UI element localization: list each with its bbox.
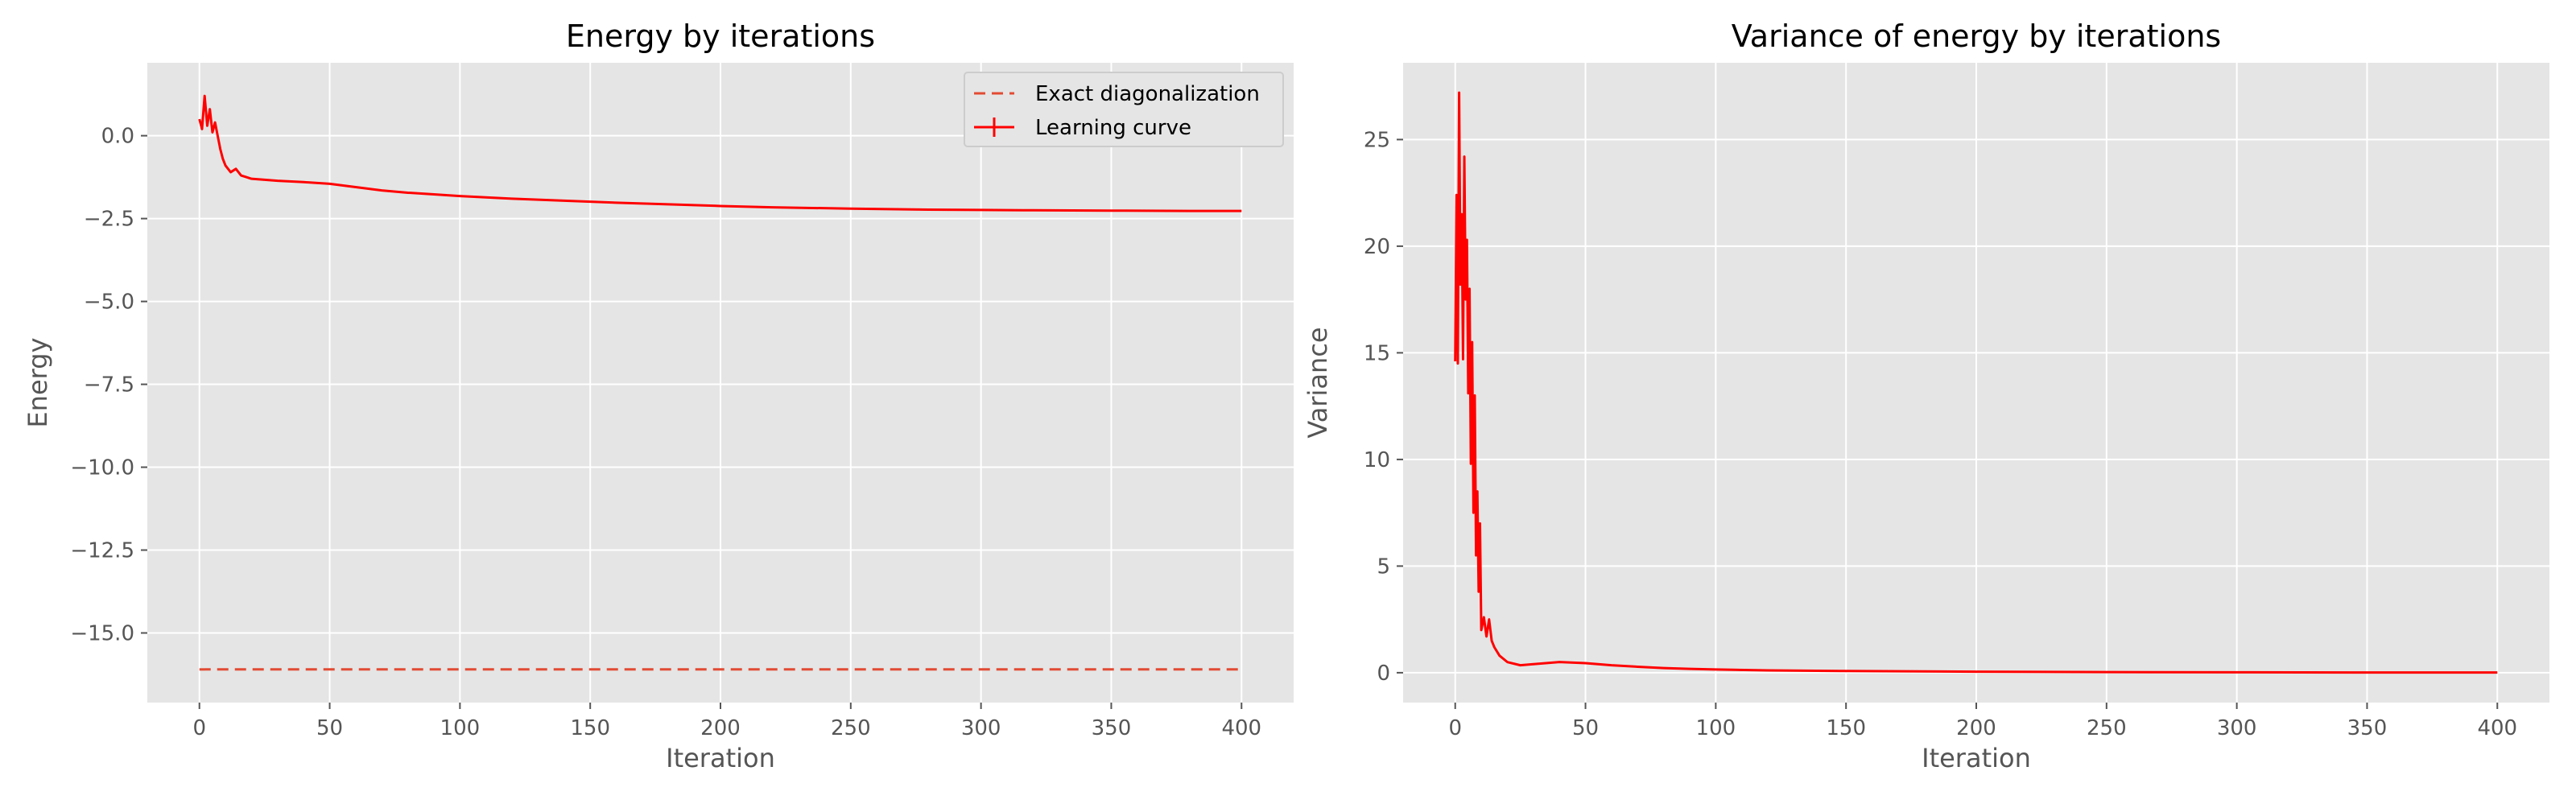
chart-title: Variance of energy by iterations: [1732, 19, 2221, 54]
y-tick-label: 0.0: [101, 125, 134, 149]
learning-curve-line: [198, 94, 1242, 212]
y-tick-label: 10: [1364, 448, 1390, 472]
chart-title: Energy by iterations: [566, 19, 875, 54]
x-axis-label: Iteration: [1922, 743, 2031, 773]
y-tick-label: 15: [1364, 341, 1390, 365]
x-tick-label: 350: [2347, 716, 2388, 740]
x-tick-label: 250: [831, 716, 871, 740]
x-tick-label: 50: [1572, 716, 1599, 740]
legend-box: [964, 72, 1284, 147]
x-tick-label: 150: [1826, 716, 1866, 740]
legend-label: Exact diagonalization: [1035, 82, 1260, 106]
x-tick-label: 300: [961, 716, 1001, 740]
x-tick-label: 200: [1956, 716, 1996, 740]
legend: Exact diagonalization Learning curve: [964, 72, 1284, 147]
variance-chart-panel: 0 50 100 150 200 250 300 350 400 0 5 10 15 20 25 Varian…: [1302, 19, 2549, 773]
x-tick-label: 100: [440, 716, 481, 740]
x-tick-label: 50: [316, 716, 343, 740]
x-tick-label: 400: [2477, 716, 2517, 740]
y-tick-label: −5.0: [84, 291, 134, 315]
y-axis-label: Energy: [23, 337, 53, 427]
x-tick-label: 300: [2217, 716, 2257, 740]
x-tick-label: 0: [192, 716, 206, 740]
y-tick-label: −7.5: [84, 373, 134, 398]
x-tick-label: 400: [1221, 716, 1261, 740]
y-tick-label: 25: [1364, 128, 1390, 152]
y-tick-label: −2.5: [84, 208, 134, 232]
y-tick-label: 5: [1377, 554, 1390, 579]
x-tick-label: 150: [570, 716, 610, 740]
y-tick-label: −12.5: [70, 539, 134, 563]
variance-line: [1454, 91, 2498, 674]
x-axis-label: Iteration: [666, 743, 775, 773]
y-tick-label: 0: [1377, 662, 1390, 686]
y-axis-label: Variance: [1302, 327, 1333, 438]
x-tick-label: 200: [700, 716, 741, 740]
energy-chart-panel: 0 50 100 150 200 250 300 350 400 0.0 −2.5 −5.0 −7.5 −…: [23, 19, 1294, 773]
x-tick-label: 0: [1448, 716, 1462, 740]
x-tick-label: 250: [2087, 716, 2127, 740]
legend-label: Learning curve: [1035, 116, 1191, 140]
y-tick-label: −10.0: [70, 456, 134, 480]
y-tick-label: −15.0: [70, 621, 134, 645]
y-tick-label: 20: [1364, 235, 1390, 259]
x-tick-label: 350: [1092, 716, 1132, 740]
x-tick-label: 100: [1696, 716, 1736, 740]
